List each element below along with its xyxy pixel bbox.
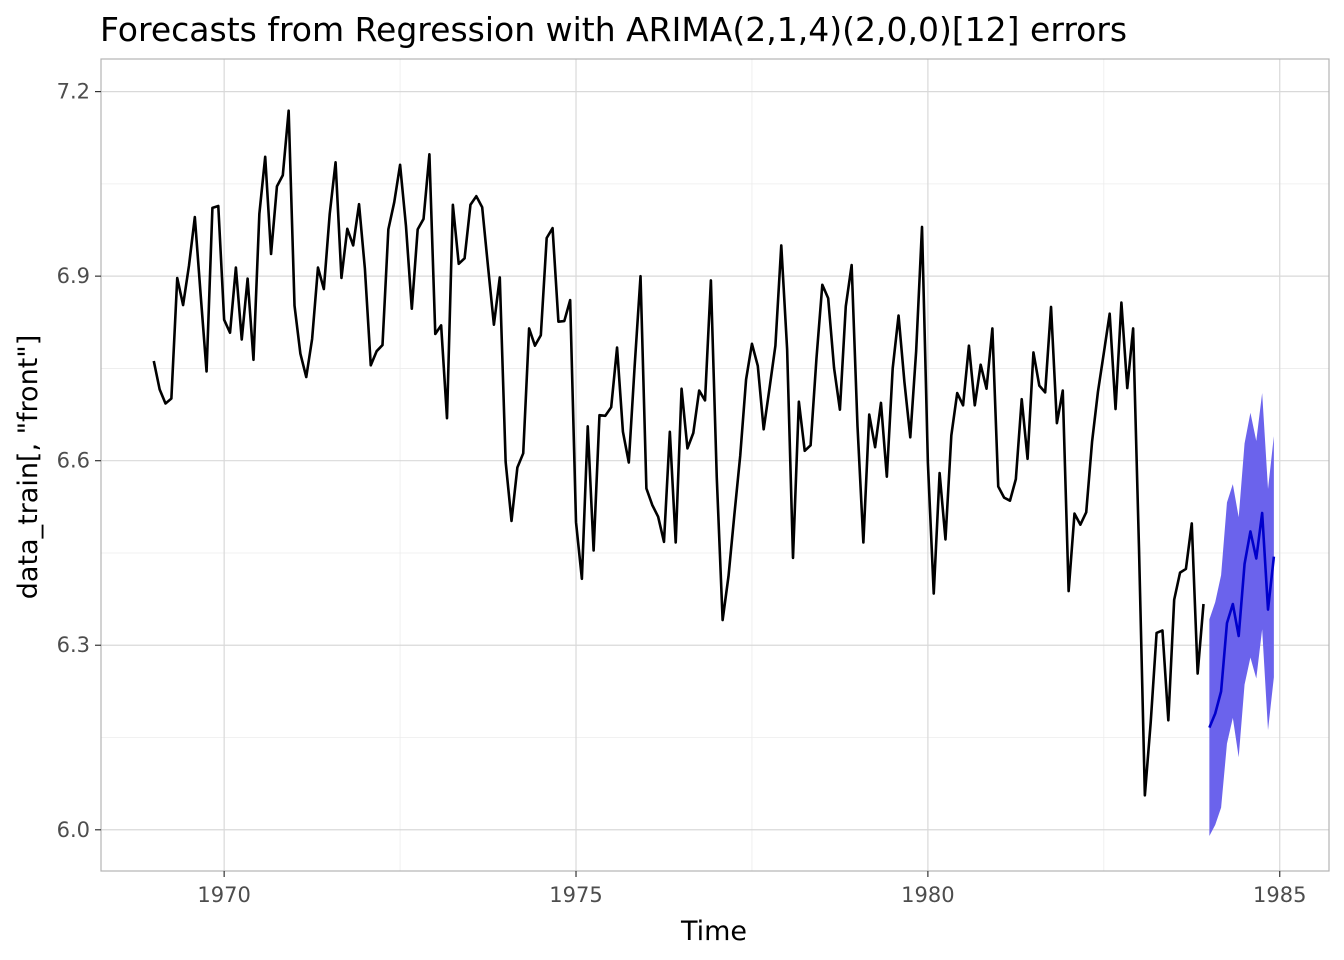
- plot-panel: [100, 58, 1330, 872]
- y-tick-label: 6.6: [57, 449, 90, 473]
- y-tick-label: 7.2: [57, 80, 90, 104]
- forecast-series: [1208, 511, 1276, 729]
- x-tick-label: 1985: [1253, 883, 1306, 907]
- x-tick-label: 1970: [197, 883, 250, 907]
- x-tick-label: 1975: [549, 883, 602, 907]
- x-axis: 1970 1975 1980 1985: [197, 871, 1306, 907]
- history-line: [152, 109, 1205, 797]
- y-tick-label: 6.9: [57, 264, 90, 288]
- x-axis-title: Time: [680, 916, 747, 947]
- history-series: [152, 109, 1205, 797]
- y-tick-label: 6.0: [57, 818, 90, 842]
- x-tick-label: 1980: [901, 883, 954, 907]
- minor-gridlines: [101, 59, 1329, 871]
- chart-title: Forecasts from Regression with ARIMA(2,1…: [100, 10, 1127, 49]
- forecast-line: [1208, 511, 1276, 729]
- y-axis: 6.0 6.3 6.6 6.9 7.2: [57, 80, 101, 842]
- y-axis-title: data_train[, "front"]: [13, 335, 44, 599]
- y-tick-label: 6.3: [57, 633, 90, 657]
